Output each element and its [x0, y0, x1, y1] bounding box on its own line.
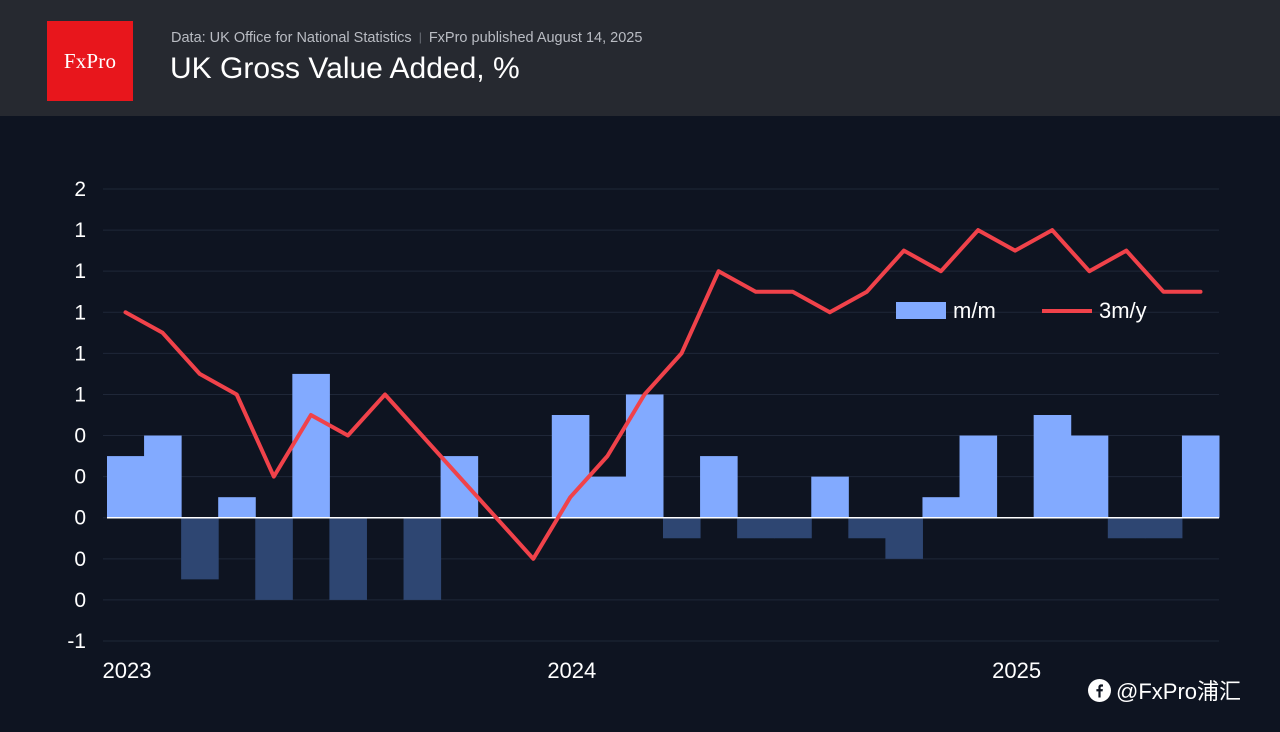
- x-tick-label: 2024: [547, 658, 596, 683]
- y-tick-label: 1: [74, 383, 86, 406]
- bar-mm: [181, 517, 219, 580]
- y-tick-label: -1: [67, 630, 86, 653]
- y-tick-label: 1: [74, 260, 86, 283]
- x-tick-label: 2023: [103, 658, 152, 683]
- facebook-icon: [1088, 678, 1111, 702]
- bar-mm: [588, 476, 627, 518]
- bar-mm: [107, 456, 145, 518]
- gva-chart: -1 0 0 0 0 0 1 1 1 1 1 2 2023 2024 2025 m/m 3m/y: [67, 178, 1220, 683]
- bar-mm: [551, 415, 590, 518]
- bar-mm: [329, 517, 367, 600]
- y-tick-label: 0: [74, 548, 86, 571]
- bar-mm: [292, 373, 330, 518]
- bar-mm: [811, 476, 849, 518]
- y-tick-label: 2: [74, 178, 86, 201]
- bar-mm: [737, 517, 775, 539]
- y-tick-label: 1: [74, 219, 86, 242]
- bar-mm: [1107, 517, 1146, 539]
- bar-mm: [959, 435, 998, 518]
- x-tick-label: 2025: [992, 658, 1041, 683]
- bar-mm: [848, 517, 886, 539]
- bar-mm: [885, 517, 923, 559]
- logo-text: FxPro: [63, 48, 117, 73]
- legend-label-3my: 3m/y: [1099, 298, 1147, 323]
- y-tick-label: 1: [74, 301, 86, 324]
- data-source: Data: UK Office for National Statistics: [171, 30, 412, 46]
- x-axis-ticks: 2023 2024 2025: [103, 658, 1042, 683]
- y-tick-label: 1: [74, 342, 86, 365]
- y-tick-label: 0: [74, 589, 86, 612]
- y-axis-ticks: -1 0 0 0 0 0 1 1 1 1 1 2: [67, 178, 86, 653]
- bar-mm: [663, 517, 701, 539]
- bar-mm: [440, 456, 479, 518]
- bar-mm: [700, 456, 738, 518]
- legend: m/m 3m/y: [896, 298, 1147, 323]
- line-series-3my: [123, 228, 1203, 561]
- watermark-handle: @FxPro浦汇: [1116, 679, 1242, 704]
- bar-mm: [255, 517, 293, 600]
- y-tick-label: 0: [74, 507, 86, 530]
- published-date: FxPro published August 14, 2025: [428, 30, 643, 46]
- y-tick-label: 0: [74, 425, 86, 448]
- bar-mm: [1144, 517, 1183, 539]
- bar-mm: [403, 517, 442, 600]
- chart-meta: Data: UK Office for National Statistics |…: [171, 30, 642, 46]
- bar-mm: [1033, 415, 1072, 518]
- bar-mm: [1181, 435, 1220, 518]
- legend-swatch-mm: [896, 302, 946, 319]
- watermark: @FxPro浦汇: [1088, 674, 1241, 706]
- bar-mm: [774, 517, 812, 539]
- meta-separator: |: [418, 30, 422, 44]
- header: FxPro Data: UK Office for National Stati…: [0, 0, 1280, 116]
- bar-mm: [922, 497, 961, 518]
- page-title: UK Gross Value Added, %: [170, 52, 520, 85]
- y-tick-label: 0: [74, 466, 86, 489]
- bar-series-mm: [107, 373, 1220, 600]
- fxpro-logo[interactable]: FxPro: [47, 21, 133, 101]
- bar-mm: [218, 497, 256, 518]
- bar-mm: [144, 435, 182, 518]
- line-3my: [123, 228, 1203, 561]
- bar-mm: [1070, 435, 1109, 518]
- legend-label-mm: m/m: [953, 298, 996, 323]
